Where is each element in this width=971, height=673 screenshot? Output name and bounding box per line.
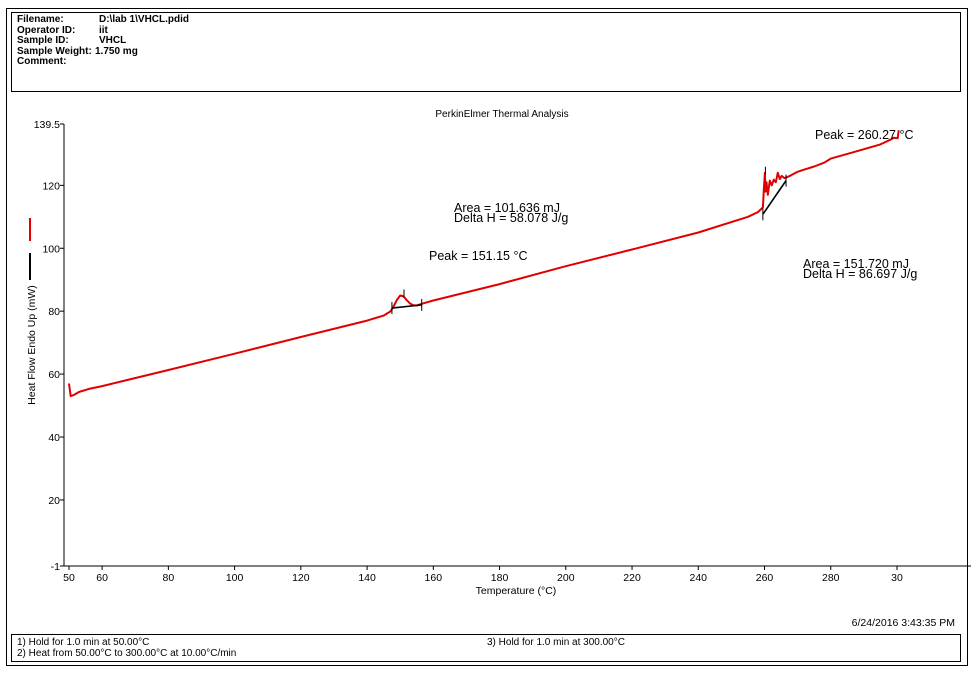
chart-plot-area: [68, 130, 900, 398]
delta-h-2-label: Delta H = 86.697 J/g: [803, 267, 917, 281]
chart-title: PerkinElmer Thermal Analysis: [435, 109, 568, 120]
y-tick-label: 60: [48, 369, 60, 381]
filename-value: D:\lab 1\VHCL.pdid: [99, 14, 189, 25]
delta-h-1-label: Delta H = 58.078 J/g: [454, 211, 568, 225]
comment-label: Comment:: [17, 56, 67, 67]
x-tick-label: 160: [425, 572, 443, 584]
x-tick-label: 260: [756, 572, 774, 584]
chart-ticks: 50 60 80 100 120 140 160 180 200 220 240 260 280 30 13…: [34, 119, 903, 584]
comment-row: Comment:: [17, 56, 960, 68]
method-step-2: 2) Heat from 50.00°C to 300.00°C at 10.0…: [17, 648, 237, 659]
x-tick-label: 180: [491, 572, 509, 584]
weight-row: Sample Weight: 1.750 mg: [17, 45, 960, 58]
heat-flow-curve: [68, 130, 900, 398]
method-step-1: 1) Hold for 1.0 min at 50.00°C: [17, 637, 150, 648]
x-tick-label: 240: [690, 572, 708, 584]
x-tick-label: 100: [226, 572, 244, 584]
peak-baseline: [391, 304, 422, 309]
y-tick-label: 120: [42, 180, 60, 192]
y-tick-label: -1: [51, 561, 60, 573]
x-tick-label: 120: [292, 572, 310, 584]
report-frame: [6, 8, 968, 666]
weight-value: 1.750 mg: [95, 45, 138, 57]
x-axis-label: Temperature (°C): [476, 585, 557, 597]
weight-label: Sample Weight:: [17, 45, 92, 57]
filename-label: Filename:: [17, 14, 64, 25]
sample-info-box: Filename: D:\lab 1\VHCL.pdid Operator ID…: [11, 12, 961, 92]
y-tick-label: 20: [48, 495, 60, 507]
x-tick-label: 60: [96, 572, 108, 584]
x-tick-label: 50: [63, 572, 75, 584]
x-tick-label: 200: [557, 572, 575, 584]
sample-id-value: VHCL: [99, 35, 127, 46]
y-tick-label: 139.5: [34, 119, 60, 131]
y-tick-label: 100: [42, 243, 60, 255]
chart-axes: [63, 124, 971, 567]
peak-baseline: [762, 180, 787, 215]
y-tick-label: 80: [48, 306, 60, 318]
area-2-label: Area = 151.720 mJ: [803, 257, 909, 271]
peak-2-label: Peak = 260.27 °C: [815, 128, 913, 142]
operator-row: Operator ID: iit: [17, 24, 960, 37]
x-tick-label: 280: [822, 572, 840, 584]
method-step-3: 3) Hold for 1.0 min at 300.00°C: [487, 637, 625, 648]
y-axis-label: Heat Flow Endo Up (mW): [26, 285, 38, 405]
y-tick-label: 40: [48, 432, 60, 444]
x-tick-label: 30: [891, 572, 903, 584]
filename-row: Filename: D:\lab 1\VHCL.pdid: [17, 14, 960, 26]
area-1-label: Area = 101.636 mJ: [454, 201, 560, 215]
report-timestamp: 6/24/2016 3:43:35 PM: [851, 617, 955, 629]
sample-id-row: Sample ID: VHCL: [17, 35, 960, 47]
method-steps-box: 1) Hold for 1.0 min at 50.00°C 2) Heat f…: [11, 634, 961, 662]
peak-1-label: Peak = 151.15 °C: [429, 249, 527, 263]
x-tick-label: 220: [623, 572, 641, 584]
sample-id-label: Sample ID:: [17, 35, 69, 46]
x-tick-label: 140: [358, 572, 376, 584]
operator-value: iit: [99, 24, 108, 36]
x-tick-label: 80: [163, 572, 175, 584]
operator-label: Operator ID:: [17, 24, 76, 36]
